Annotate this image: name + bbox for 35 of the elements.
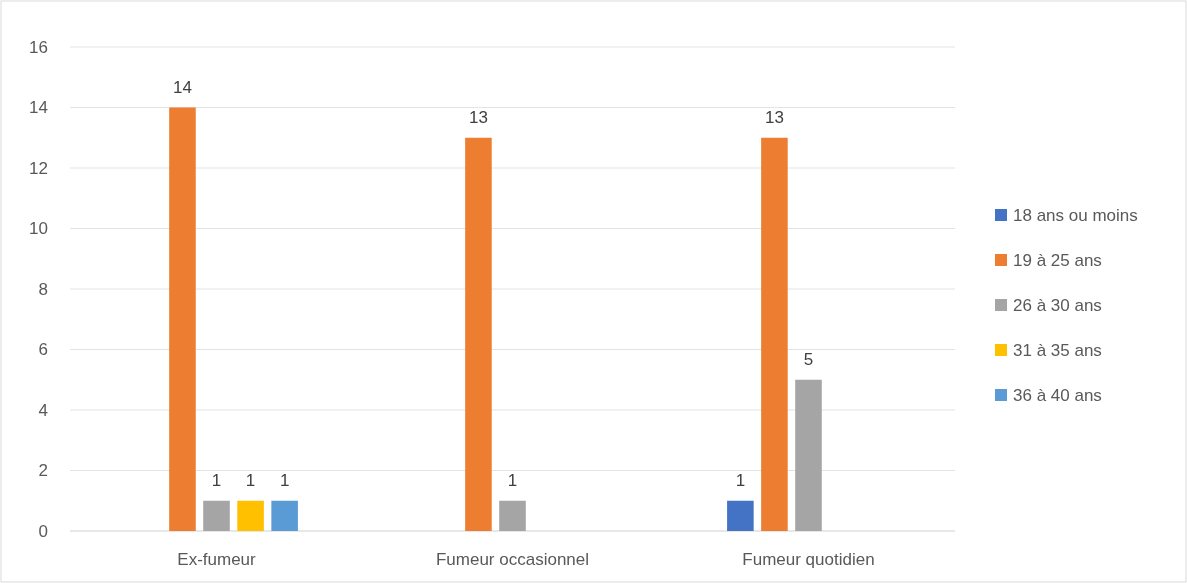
data-label: 1 xyxy=(507,470,518,490)
y-tick-label: 16 xyxy=(29,37,48,57)
bar xyxy=(237,500,264,531)
bar xyxy=(169,107,196,531)
data-label: 14 xyxy=(173,77,192,97)
data-label: 1 xyxy=(279,470,290,490)
bar xyxy=(499,500,526,531)
data-label: 1 xyxy=(735,470,746,490)
x-tick-label: Fumeur occasionnel xyxy=(435,550,590,569)
y-tick-label: 6 xyxy=(38,340,48,360)
data-label: 13 xyxy=(764,107,784,127)
y-tick-label: 14 xyxy=(29,98,48,118)
bar xyxy=(465,137,492,531)
y-tick-label: 12 xyxy=(29,158,48,178)
y-tick-label: 8 xyxy=(38,279,48,299)
data-label: 1 xyxy=(211,470,222,490)
legend-label: 31 à 35 ans xyxy=(1013,340,1102,360)
legend-label: 26 à 30 ans xyxy=(1013,295,1102,315)
legend-label: 19 à 25 ans xyxy=(1013,250,1102,270)
y-tick-label: 2 xyxy=(38,461,48,481)
bar xyxy=(271,500,298,531)
x-tick-label: Ex-fumeur xyxy=(177,550,257,569)
data-label: 1 xyxy=(245,470,256,490)
bar xyxy=(795,379,822,531)
legend-label: 36 à 40 ans xyxy=(1013,385,1102,405)
legend-label: 18 ans ou moins xyxy=(1013,205,1138,225)
data-label: 5 xyxy=(803,349,814,369)
y-tick-label: 0 xyxy=(38,521,48,541)
y-tick-label: 10 xyxy=(29,219,48,239)
bar xyxy=(761,137,788,531)
x-tick-label: Fumeur quotidien xyxy=(742,550,875,569)
y-tick-label: 4 xyxy=(38,400,48,420)
bar xyxy=(203,500,230,531)
bar xyxy=(727,500,754,531)
data-label: 13 xyxy=(468,107,488,127)
